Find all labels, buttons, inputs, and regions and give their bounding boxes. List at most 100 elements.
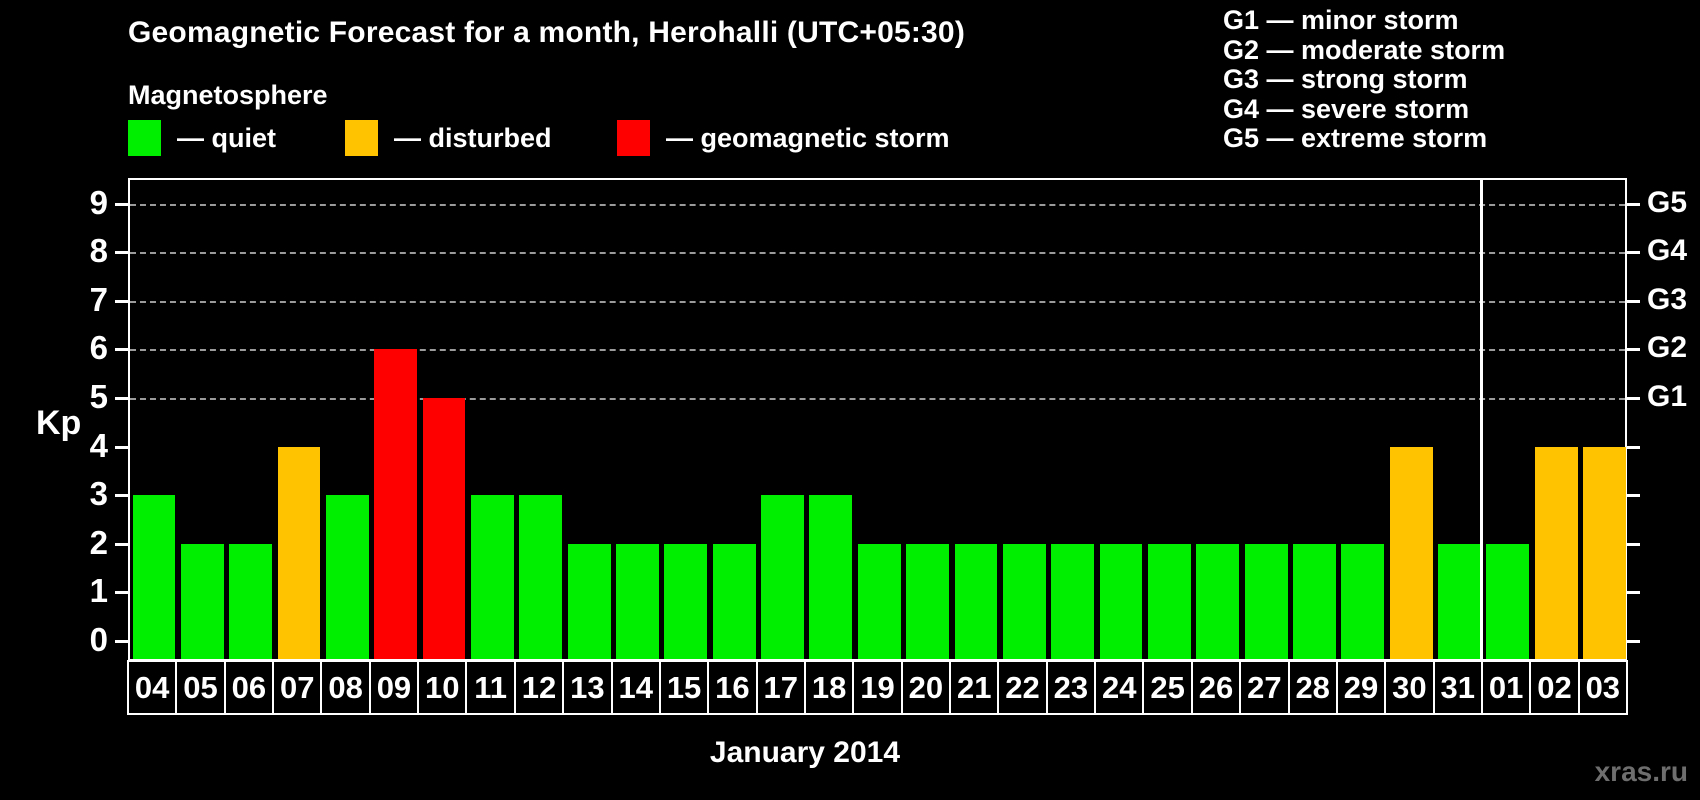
day-label-02: 02 bbox=[1529, 660, 1580, 715]
kp-bar-day-19 bbox=[857, 543, 901, 659]
watermark: xras.ru bbox=[1594, 756, 1688, 787]
day-label-11: 11 bbox=[465, 660, 516, 715]
kp-bar-day-30 bbox=[1389, 446, 1433, 659]
kp-bar-day-07 bbox=[277, 446, 321, 659]
right-tick-2 bbox=[1627, 542, 1640, 546]
day-label-08: 08 bbox=[320, 660, 371, 715]
day-label-05: 05 bbox=[175, 660, 226, 715]
kp-bar-day-26 bbox=[1196, 543, 1240, 659]
g-label-G2: G2 bbox=[1647, 331, 1688, 365]
day-label-30: 30 bbox=[1384, 660, 1435, 715]
day-label-22: 22 bbox=[997, 660, 1048, 715]
y-tick-label-5: 5 bbox=[89, 378, 108, 415]
magnetosphere-legend: — quiet — disturbed — geomagnetic storm bbox=[0, 118, 1700, 162]
kp-bar-day-10 bbox=[422, 398, 466, 659]
y-tick-label-9: 9 bbox=[89, 183, 108, 221]
right-tick-0 bbox=[1627, 640, 1640, 643]
y-tick-7 bbox=[115, 299, 128, 303]
day-label-21: 21 bbox=[949, 660, 1000, 715]
legend-swatch-disturbed bbox=[345, 120, 378, 156]
y-tick-3 bbox=[115, 494, 128, 498]
y-tick-1 bbox=[115, 591, 128, 595]
kp-bar-day-06 bbox=[229, 543, 273, 659]
y-tick-label-3: 3 bbox=[89, 475, 108, 513]
kp-bar-day-22 bbox=[1002, 543, 1046, 659]
kp-bar-day-23 bbox=[1051, 543, 1095, 659]
kp-bar-day-01 bbox=[1486, 543, 1530, 659]
kp-bar-day-12 bbox=[519, 495, 563, 659]
legend-item-quiet: — quiet bbox=[128, 118, 276, 158]
kp-bar-day-20 bbox=[906, 543, 950, 659]
y-tick-9 bbox=[115, 202, 128, 206]
g-legend-line-3: G3 — strong storm bbox=[1223, 64, 1468, 94]
kp-bar-day-15 bbox=[664, 543, 708, 659]
day-label-28: 28 bbox=[1287, 660, 1338, 715]
day-label-10: 10 bbox=[417, 660, 468, 715]
kp-bar-day-18 bbox=[809, 495, 853, 659]
g-label-G3: G3 bbox=[1647, 282, 1688, 316]
kp-bar-day-14 bbox=[616, 543, 659, 659]
day-label-01: 01 bbox=[1480, 660, 1532, 715]
y-axis-title: Kp bbox=[36, 404, 82, 442]
day-label-06: 06 bbox=[223, 660, 275, 715]
gridline-kp8 bbox=[130, 252, 1625, 255]
legend-swatch-quiet bbox=[128, 120, 161, 156]
day-label-20: 20 bbox=[900, 660, 952, 715]
plot-area bbox=[128, 178, 1627, 662]
kp-bar-day-29 bbox=[1341, 543, 1385, 659]
right-tick-9 bbox=[1627, 202, 1640, 206]
y-tick-label-2: 2 bbox=[89, 523, 108, 561]
day-label-25: 25 bbox=[1142, 660, 1193, 715]
kp-bar-day-13 bbox=[567, 543, 611, 659]
kp-bar-day-05 bbox=[180, 543, 224, 659]
y-tick-label-6: 6 bbox=[89, 329, 108, 367]
day-label-15: 15 bbox=[658, 660, 710, 715]
day-label-16: 16 bbox=[707, 660, 758, 715]
g-legend-line-2: G2 — moderate storm bbox=[1223, 34, 1506, 65]
kp-bar-day-11 bbox=[470, 495, 514, 659]
legend-label-disturbed: — disturbed bbox=[394, 122, 552, 153]
y-tick-label-0: 0 bbox=[89, 621, 108, 658]
magnetosphere-subtitle: Magnetosphere bbox=[128, 80, 328, 110]
kp-bar-day-04 bbox=[132, 495, 176, 659]
day-label-27: 27 bbox=[1239, 660, 1290, 715]
y-tick-label-1: 1 bbox=[89, 572, 108, 610]
day-label-13: 13 bbox=[562, 660, 613, 715]
g-legend-line-1: G1 — minor storm bbox=[1223, 5, 1459, 35]
day-label-17: 17 bbox=[755, 660, 806, 715]
kp-bar-day-03 bbox=[1583, 446, 1626, 659]
y-tick-4 bbox=[115, 445, 128, 449]
g-legend-line-5: G5 — extreme storm bbox=[1223, 123, 1488, 153]
day-label-03: 03 bbox=[1577, 660, 1628, 715]
day-label-18: 18 bbox=[803, 660, 855, 715]
day-label-24: 24 bbox=[1094, 660, 1145, 715]
kp-bar-day-28 bbox=[1293, 543, 1336, 659]
right-tick-4 bbox=[1627, 445, 1640, 449]
day-label-23: 23 bbox=[1045, 660, 1097, 715]
right-tick-7 bbox=[1627, 299, 1640, 303]
kp-bar-day-24 bbox=[1099, 543, 1143, 659]
gridline-kp5 bbox=[130, 398, 1625, 400]
y-tick-label-7: 7 bbox=[89, 280, 108, 318]
legend-item-storm: — geomagnetic storm bbox=[617, 118, 950, 158]
gridline-kp6 bbox=[130, 349, 1625, 352]
day-label-26: 26 bbox=[1190, 660, 1242, 715]
kp-bar-day-31 bbox=[1438, 543, 1481, 659]
kp-bar-day-09 bbox=[374, 349, 418, 659]
gridline-kp9 bbox=[130, 203, 1625, 206]
kp-bar-day-08 bbox=[325, 495, 369, 659]
day-label-14: 14 bbox=[610, 660, 661, 715]
right-tick-3 bbox=[1627, 494, 1640, 498]
kp-bar-day-02 bbox=[1534, 446, 1578, 659]
legend-label-storm: — geomagnetic storm bbox=[666, 122, 950, 153]
kp-bar-day-17 bbox=[761, 495, 804, 659]
kp-bar-day-25 bbox=[1147, 543, 1191, 659]
y-tick-label-8: 8 bbox=[89, 232, 108, 270]
legend-item-disturbed: — disturbed bbox=[345, 118, 552, 158]
right-tick-5 bbox=[1627, 397, 1640, 400]
g-scale-legend: G1 — minor storm G2 — moderate storm G3 — … bbox=[1223, 5, 1506, 154]
legend-label-quiet: — quiet bbox=[177, 122, 276, 153]
y-tick-2 bbox=[115, 542, 128, 546]
kp-bar-day-16 bbox=[712, 543, 756, 659]
